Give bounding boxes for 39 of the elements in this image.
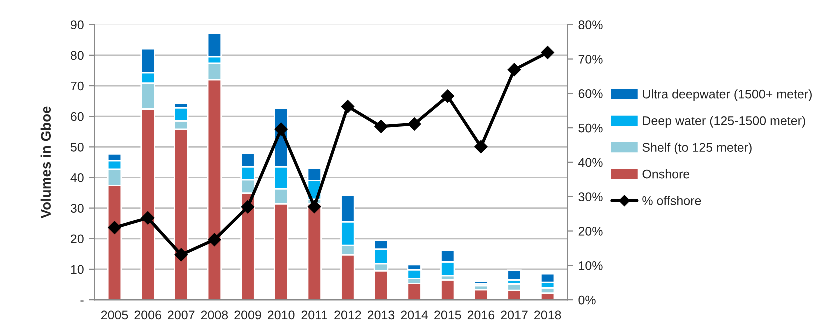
legend-label: Onshore [642,170,690,179]
x-tick-label: 2016 [468,310,495,320]
y-tick-label: 60 [71,112,84,122]
y-tick-label: 70 [71,82,84,91]
x-tick-label: 2009 [234,310,262,320]
legend-label: % offshore [642,196,702,206]
y-axis-title: Volumes in Gboe [40,106,52,219]
x-tick-label: 2013 [368,310,395,320]
y2-tick-label: 80% [578,20,603,30]
y2-tick-label: 60% [578,89,603,98]
x-tick-label: 2011 [302,310,328,320]
x-tick-label: 2015 [434,310,462,320]
x-tick-label: 2007 [168,310,195,320]
x-tick-label: 2012 [334,310,362,320]
y-tick-label: - [80,300,84,302]
x-tick-label: 2008 [201,310,228,320]
y2-tick-label: 20% [578,227,603,236]
y2-tick-label: 10% [579,261,603,270]
y2-tick-label: 0% [578,296,596,305]
y2-tick-label: 50% [578,124,603,133]
y-tick-label: 50 [70,142,84,152]
x-tick-label: 2005 [101,310,128,320]
y-tick-label: 40 [70,174,84,182]
y-tick-label: 80 [70,51,84,60]
y2-tick-label: 40% [578,158,603,168]
x-tick-label: 2010 [268,310,295,320]
legend-label: Shelf (to 125 meter) [642,142,752,155]
y2-tick-label: 70% [578,55,603,64]
legend-label: Deep water (125-1500 meter) [643,116,806,128]
y2-tick-label: 30% [578,192,603,202]
y-tick-label: 30 [70,204,84,213]
x-tick-label: 2017 [501,310,528,320]
y-tick-label: 10 [71,265,84,274]
x-tick-label: 2014 [401,310,428,320]
legend-label: Ultra deepwater (1500+ meter) [643,90,812,102]
x-tick-label: 2018 [534,310,562,320]
y-tick-label: 20 [71,234,84,244]
x-tick-label: 2006 [134,310,162,320]
y-tick-label: 90 [71,20,84,30]
